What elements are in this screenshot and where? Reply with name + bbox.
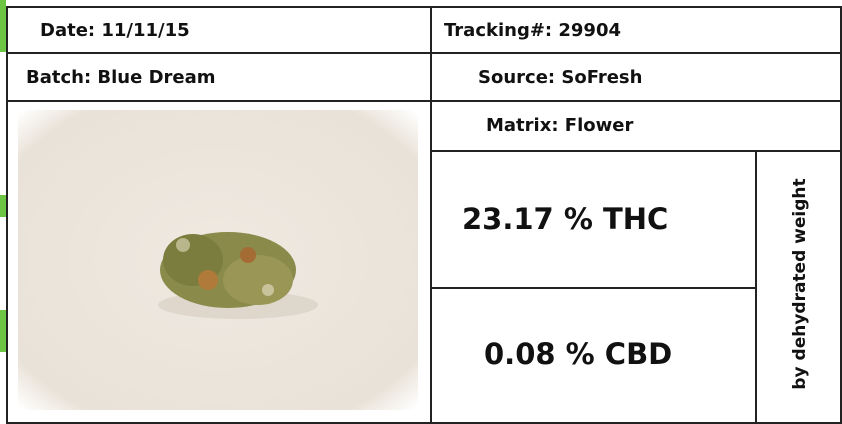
tracking: Tracking#: 29904 [444, 20, 621, 41]
image-cell [6, 100, 432, 424]
source-cell: Source: SoFresh [430, 52, 842, 102]
weight-note: by dehydrated weight [790, 178, 810, 389]
date-cell: Date: 11/11/15 [6, 6, 432, 54]
batch-cell: Batch: Blue Dream [6, 52, 432, 102]
thc-cell: 23.17 % THC [430, 150, 757, 289]
product-photo [18, 110, 418, 410]
thc: 23.17 % THC [462, 202, 668, 236]
cbd-cell: 0.08 % CBD [430, 287, 757, 424]
batch: Batch: Blue Dream [26, 67, 216, 88]
date: Date: 11/11/15 [40, 20, 190, 41]
note-cell: by dehydrated weight [755, 150, 842, 424]
page: {"header": {"date": "Date: 11/11/15", "t… [0, 0, 842, 424]
matrix: Matrix: Flower [486, 115, 633, 136]
tracking-cell: Tracking#: 29904 [430, 6, 842, 54]
source: Source: SoFresh [478, 67, 642, 88]
cbd: 0.08 % CBD [484, 337, 672, 371]
matrix-cell: Matrix: Flower [430, 100, 842, 152]
